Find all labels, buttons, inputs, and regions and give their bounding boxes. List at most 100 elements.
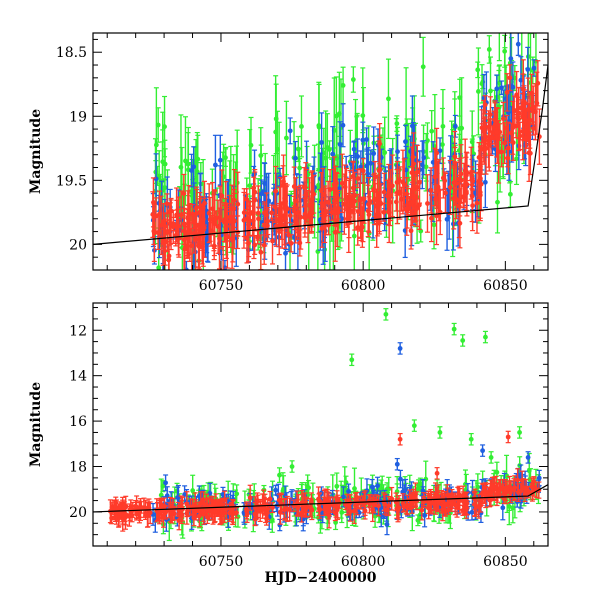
- data-point: [480, 444, 486, 457]
- data-point: [153, 153, 159, 205]
- data-point: [505, 148, 511, 168]
- data-point: [261, 201, 267, 225]
- data-point: [512, 475, 518, 501]
- data-point: [288, 234, 294, 253]
- plot-frame: [92, 32, 549, 271]
- data-point: [505, 430, 511, 444]
- data-point: [397, 342, 403, 355]
- data-point: [289, 460, 295, 473]
- data-point: [525, 77, 531, 142]
- data-point: [529, 73, 535, 113]
- data-point: [434, 467, 440, 480]
- data-point: [224, 205, 230, 269]
- data-point: [185, 204, 191, 259]
- data-point: [376, 495, 382, 517]
- data-point: [432, 147, 438, 207]
- data-point: [410, 193, 416, 211]
- data-point: [494, 107, 500, 158]
- data-point: [162, 212, 168, 241]
- data-point: [191, 214, 197, 230]
- data-point: [343, 167, 349, 226]
- data-point: [330, 126, 336, 183]
- data-point: [327, 169, 333, 210]
- data-point: [483, 122, 489, 175]
- x-tick-label: 60800: [341, 554, 386, 570]
- data-point: [252, 171, 258, 213]
- data-point: [366, 494, 372, 514]
- data-point: [475, 47, 481, 136]
- data-point: [486, 113, 492, 168]
- data-point: [340, 66, 346, 105]
- data-point: [212, 500, 218, 523]
- y-tick-label: 18.5: [56, 45, 87, 61]
- data-point: [482, 482, 488, 504]
- data-point: [247, 200, 253, 227]
- data-point: [323, 187, 329, 236]
- data-point: [413, 197, 419, 223]
- model-line: [93, 64, 548, 245]
- y-tick-label: 19.5: [56, 173, 87, 189]
- x-tick-label: 60850: [483, 278, 528, 294]
- data-point: [298, 184, 304, 250]
- data-point: [488, 492, 494, 507]
- y-axis: 18.5 19 19.5 20: [56, 38, 548, 271]
- data-point: [348, 197, 354, 225]
- y-tick-label: 16: [69, 414, 87, 430]
- series-2: [150, 59, 542, 270]
- data-point: [470, 171, 476, 191]
- data-point: [378, 183, 384, 225]
- data-point: [303, 162, 309, 226]
- data-point: [185, 504, 191, 518]
- data-point: [447, 159, 453, 216]
- bottom-panel: 60750 60800 60850 12 14 16 18 20 Magnitude HJD−24…: [28, 302, 549, 586]
- data-point: [489, 130, 495, 145]
- data-point: [244, 501, 250, 517]
- data-point: [229, 195, 235, 240]
- data-point: [196, 223, 202, 270]
- data-point: [118, 504, 124, 519]
- data-point: [433, 482, 439, 507]
- data-point: [507, 180, 513, 208]
- data-point: [523, 479, 529, 499]
- data-point: [307, 497, 313, 518]
- data-point: [423, 142, 429, 192]
- data-point: [265, 206, 271, 236]
- data-point: [504, 114, 510, 142]
- data-point: [445, 504, 451, 515]
- data-point: [408, 211, 414, 250]
- plot-frame: [92, 302, 549, 547]
- data-point: [445, 487, 451, 504]
- data-point: [138, 501, 144, 514]
- y-tick-label: 14: [69, 369, 87, 385]
- data-point: [343, 475, 349, 490]
- data-point: [210, 181, 216, 236]
- data-point: [497, 483, 503, 496]
- data-point: [394, 115, 400, 132]
- y-tick-label: 12: [69, 323, 87, 339]
- data-point: [155, 107, 161, 143]
- data-point: [261, 501, 267, 515]
- data-point: [355, 138, 361, 175]
- data-point: [494, 461, 500, 483]
- data-point: [394, 168, 400, 196]
- data-point: [306, 479, 312, 496]
- data-point: [355, 209, 361, 246]
- data-point: [420, 36, 426, 97]
- y-axis-title: Magnitude: [28, 109, 44, 194]
- data-point: [366, 196, 372, 234]
- data-point: [133, 499, 139, 513]
- data-point: [488, 451, 494, 464]
- data-point: [196, 504, 202, 528]
- data-point: [476, 142, 482, 173]
- data-point: [394, 457, 400, 471]
- x-tick-label: 60800: [341, 278, 386, 294]
- data-point: [221, 202, 227, 243]
- y-tick-label: 18: [69, 460, 87, 476]
- data-point: [496, 33, 502, 62]
- plot-area: [93, 33, 548, 270]
- data-point: [451, 322, 457, 336]
- plot-area: [93, 308, 548, 542]
- data-point: [353, 495, 359, 514]
- data-point: [385, 58, 391, 140]
